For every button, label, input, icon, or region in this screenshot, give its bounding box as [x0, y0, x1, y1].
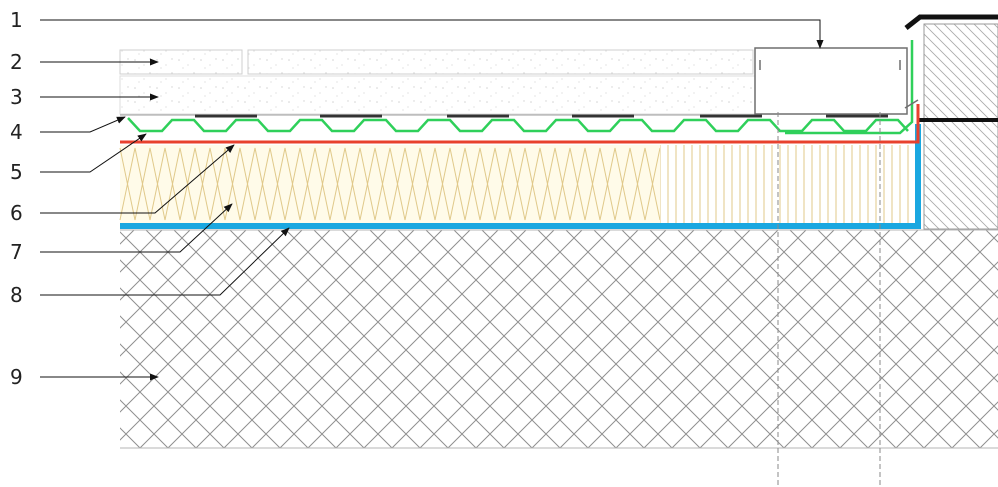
leader-4	[40, 116, 126, 133]
label-9: 9	[10, 365, 23, 389]
concrete-slab	[120, 229, 998, 449]
drainage-channel	[754, 47, 919, 115]
leader-6	[40, 144, 235, 214]
label-2: 2	[10, 50, 23, 74]
number-labels: 1 2 3 4 5 6 7 8 9	[10, 8, 23, 389]
label-4: 4	[10, 120, 23, 144]
leader-1	[40, 19, 824, 49]
label-5: 5	[10, 160, 23, 184]
label-1: 1	[10, 8, 23, 32]
label-7: 7	[10, 240, 23, 264]
axis-lines	[777, 112, 881, 487]
waterproofing-membrane	[120, 104, 920, 144]
label-6: 6	[10, 201, 23, 225]
insulation-layer	[119, 145, 915, 223]
paving-slabs	[119, 49, 754, 75]
leader-7	[40, 203, 233, 253]
leader-5	[40, 133, 147, 173]
separation-layer	[120, 114, 888, 118]
parapet-wall	[904, 14, 998, 230]
label-3: 3	[10, 85, 23, 109]
bedding-layer	[119, 75, 756, 115]
vapour-barrier	[120, 124, 921, 229]
leader-8	[40, 227, 290, 296]
leader-lines	[40, 19, 824, 381]
label-8: 8	[10, 283, 23, 307]
